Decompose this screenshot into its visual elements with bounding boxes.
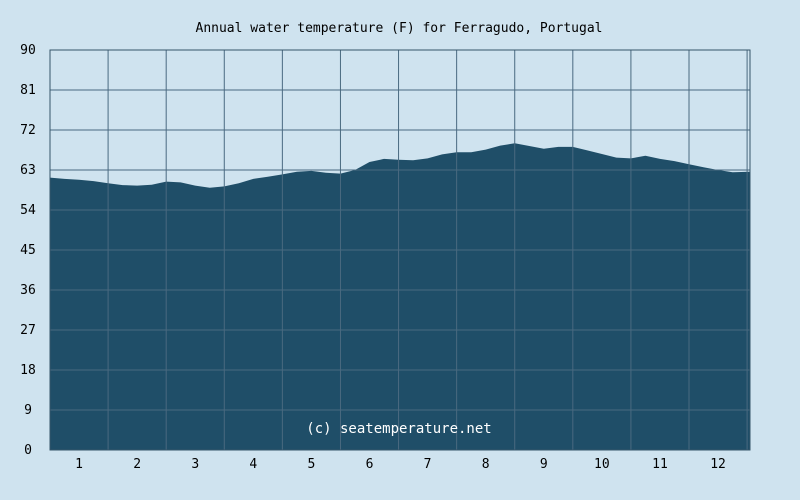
y-tick-label: 36 (20, 283, 36, 298)
x-tick-label: 12 (710, 457, 726, 472)
x-tick-label: 7 (424, 457, 432, 472)
x-tick-label: 3 (191, 457, 199, 472)
x-tick-label: 5 (307, 457, 315, 472)
plot-frame (49, 49, 751, 451)
temperature-area (50, 143, 750, 451)
y-tick-label: 9 (24, 403, 32, 418)
y-tick-label: 81 (20, 83, 36, 98)
x-tick-label: 9 (540, 457, 548, 472)
x-tick-label: 1 (75, 457, 83, 472)
y-tick-label: 54 (20, 203, 36, 218)
chart-title: Annual water temperature (F) for Ferragu… (196, 21, 603, 36)
x-tick-label: 8 (482, 457, 490, 472)
x-tick-label: 4 (249, 457, 257, 472)
y-tick-label: 90 (20, 43, 36, 58)
watermark-text: (c) seatemperature.net (306, 421, 491, 437)
x-tick-label: 6 (366, 457, 374, 472)
plot-area (49, 49, 751, 451)
y-tick-label: 45 (20, 243, 36, 258)
y-tick-label: 72 (20, 123, 36, 138)
x-tick-label: 11 (652, 457, 668, 472)
x-tick-label: 2 (133, 457, 141, 472)
y-tick-label: 63 (20, 163, 36, 178)
x-tick-label: 10 (594, 457, 610, 472)
y-tick-label: 18 (20, 363, 36, 378)
y-tick-label: 0 (24, 443, 32, 458)
y-tick-label: 27 (20, 323, 36, 338)
